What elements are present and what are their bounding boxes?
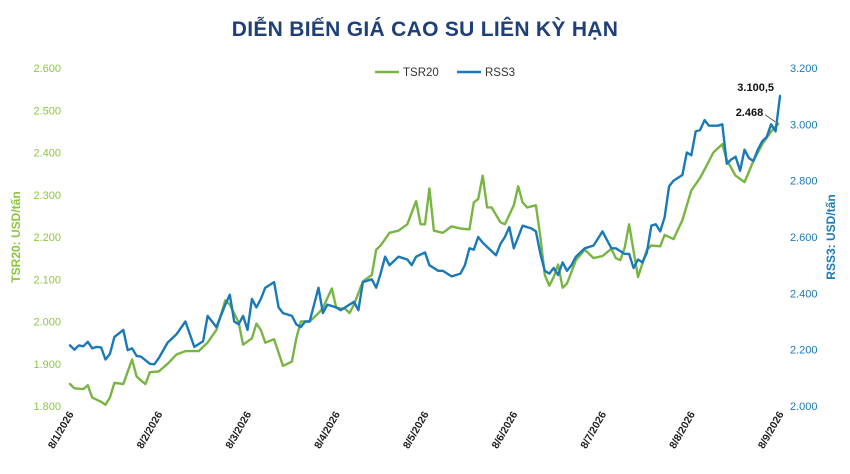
x-tick-label: 8/9/2026: [756, 409, 787, 451]
series-line-rss3: [68, 94, 782, 366]
x-tick-label: 8/5/2026: [401, 409, 432, 451]
y-left-tick-label: 1.900: [33, 359, 61, 371]
y-right-tick-label: 3.200: [790, 63, 818, 75]
x-tick-label: 8/3/2026: [223, 409, 254, 451]
x-tick-label: 8/8/2026: [667, 409, 698, 451]
x-tick-label: 8/4/2026: [312, 409, 343, 451]
legend-label-rss3: RSS3: [485, 67, 515, 79]
y-right-tick-label: 2.400: [790, 288, 818, 300]
y-right-tick-label: 3.000: [790, 119, 818, 131]
y-right-tick-label: 2.000: [790, 401, 818, 413]
y-left-tick-label: 2.400: [33, 148, 61, 160]
x-tick-label: 8/6/2026: [490, 409, 521, 451]
y-left-tick-label: 1.800: [33, 401, 61, 413]
y-left-tick-label: 2.300: [33, 190, 61, 202]
x-tick-label: 8/2/2026: [135, 409, 166, 451]
data-label-tsr20: 2.468: [736, 107, 764, 119]
chart-title: DIỄN BIẾN GIÁ CAO SU LIÊN KỲ HẠN: [231, 18, 619, 41]
y-left-axis-title: TSR20: USD/tấn: [9, 191, 23, 282]
x-tick-label: 8/7/2026: [578, 409, 609, 451]
y-left-tick-label: 2.000: [33, 317, 61, 329]
y-right-tick-label: 2.200: [790, 345, 818, 357]
y-right-tick-label: 2.800: [790, 176, 818, 188]
data-label-leader-tsr20: [764, 114, 776, 123]
y-left-tick-label: 2.500: [33, 105, 61, 117]
legend-label-tsr20: TSR20: [403, 67, 439, 79]
y-left-tick-label: 2.600: [33, 63, 61, 75]
x-tick-label: 8/1/2026: [46, 409, 77, 451]
y-right-tick-label: 2.600: [790, 232, 818, 244]
y-right-axis-title: RSS3: USD/tấn: [824, 194, 838, 279]
data-label-rss3: 3.100,5: [737, 82, 774, 94]
y-left-tick-label: 2.100: [33, 274, 61, 286]
y-left-tick-label: 2.200: [33, 232, 61, 244]
series-line-tsr20: [68, 122, 780, 406]
